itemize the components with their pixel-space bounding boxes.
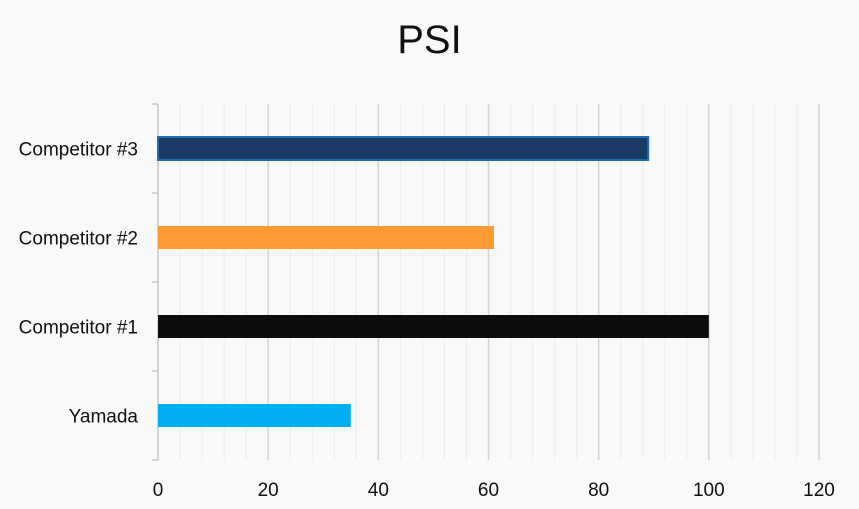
bar-yamada <box>158 404 351 427</box>
minor-gridlines <box>179 104 798 460</box>
category-label: Competitor #1 <box>19 318 138 339</box>
chart-title: PSI <box>397 18 462 62</box>
x-tick-label: 100 <box>693 480 725 501</box>
major-gridlines <box>267 104 820 460</box>
x-tick-label: 0 <box>153 480 164 501</box>
bar-competitor-2 <box>158 226 495 249</box>
x-tick-label: 120 <box>803 480 835 501</box>
bar-competitor-3 <box>157 136 650 161</box>
x-tick-labels: 0 20 40 60 80 100 120 <box>153 480 835 501</box>
category-label: Competitor #3 <box>19 140 138 161</box>
x-tick-label: 60 <box>478 480 499 501</box>
bars <box>157 136 709 427</box>
category-label: Competitor #2 <box>19 229 138 250</box>
category-labels: Yamada Competitor #1 Competitor #2 Competit… <box>19 140 139 428</box>
x-tick-label: 20 <box>258 480 279 501</box>
x-tick-label: 80 <box>588 480 609 501</box>
category-label: Yamada <box>69 407 139 428</box>
x-tick-label: 40 <box>368 480 389 501</box>
axes <box>152 103 159 461</box>
bar-competitor-1 <box>158 315 709 338</box>
